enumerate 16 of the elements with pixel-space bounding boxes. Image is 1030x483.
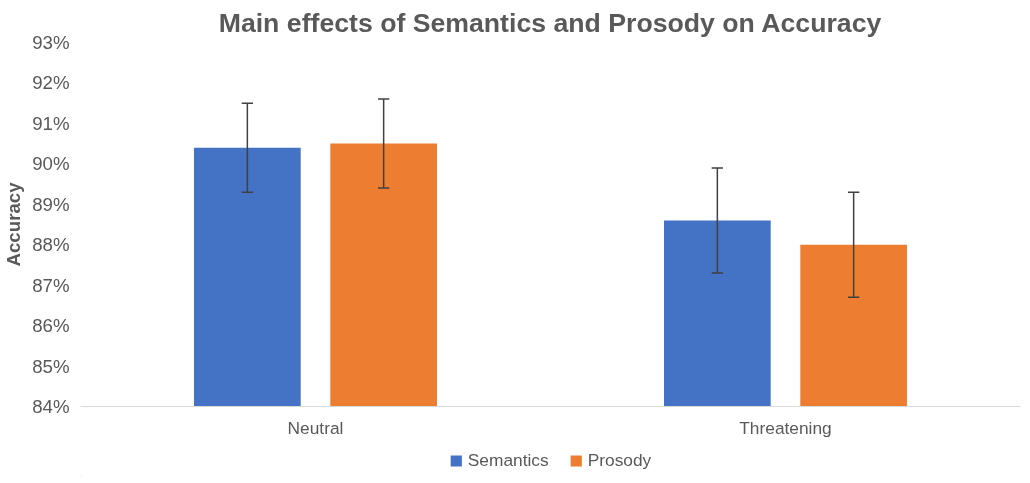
- y-tick-label: 93%: [32, 32, 70, 53]
- legend-label: Semantics: [467, 449, 549, 471]
- y-axis-title: Accuracy: [3, 181, 25, 267]
- y-tick-label: 92%: [32, 72, 70, 94]
- x-tick-label: Threatening: [739, 417, 832, 438]
- y-tick-label: 87%: [32, 274, 70, 296]
- y-tick-label: 85%: [32, 355, 70, 377]
- y-tick-label: 90%: [32, 153, 70, 175]
- chart-title: Main effects of Semantics and Prosody on Accuracy: [218, 7, 882, 38]
- x-tick-label: Neutral: [287, 417, 344, 438]
- y-tick-label: 84%: [32, 396, 70, 417]
- y-tick-label: 89%: [32, 193, 70, 215]
- y-tick-label: 88%: [32, 234, 70, 256]
- legend-label: Prosody: [587, 449, 652, 471]
- y-tick-label: 86%: [32, 315, 70, 337]
- y-tick-label: 91%: [32, 112, 70, 134]
